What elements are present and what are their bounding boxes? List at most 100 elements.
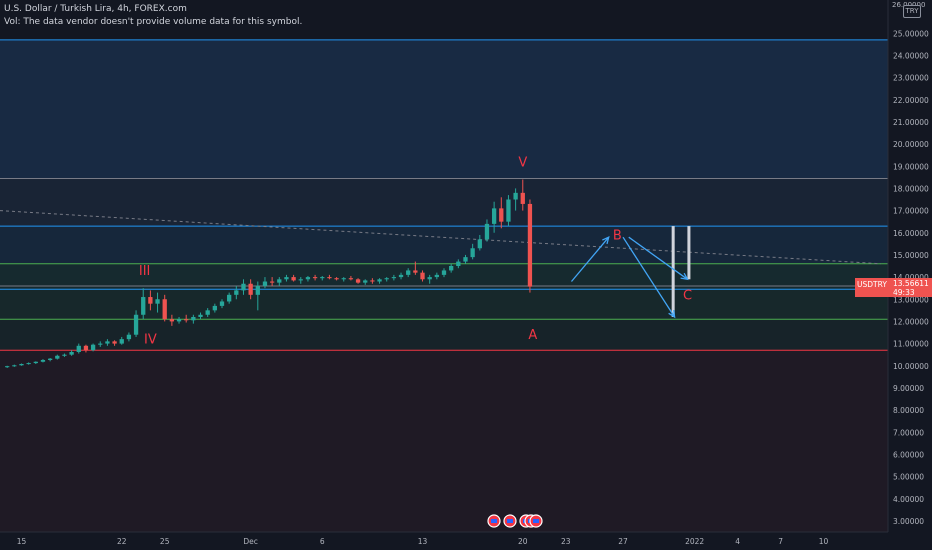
wave-label-3: A [528,328,537,343]
vertical-marker-0 [671,226,675,317]
y-tick-label: 7.00000 [893,428,924,437]
zones-layer [0,39,888,532]
price-tag-price: 13.56611 [893,279,929,288]
candle-body-5 [40,359,46,362]
candle-body-9 [69,352,74,355]
candle-body-0 [5,366,10,368]
y-axis-panel[interactable] [888,0,932,550]
candle-body-16 [119,339,124,344]
y-tick-label: 12.00000 [893,317,929,326]
zone-5 [0,319,888,351]
y-tick-label: 8.00000 [893,406,924,415]
wave-label-4: B [613,228,622,243]
x-tick-label: Dec [243,537,258,546]
candle-body-57 [413,270,418,273]
x-tick-label: 7 [778,537,783,546]
x-tick-label: 15 [17,537,27,546]
arrow-line-0 [570,236,610,282]
y-tick-label: 6.00000 [893,450,924,459]
vertical-markers-layer [671,226,691,317]
candle-body-30 [219,301,225,306]
candle-body-19 [141,297,146,315]
candle-body-35 [255,285,260,295]
candle-body-7 [55,355,60,359]
candle-body-2 [19,363,24,366]
y-tick-label: 16.00000 [893,229,929,238]
candle-body-41 [298,279,303,281]
candle-body-6 [47,358,53,360]
price-tag: USDTRY 13.56611 49:33 [855,278,932,297]
candle-body-65 [470,248,475,258]
candle-body-20 [148,297,153,304]
candle-body-31 [227,294,232,302]
candle-body-49 [355,279,361,283]
wave-labels-layer: III IV V A B C [139,155,692,347]
zone-0 [0,39,888,179]
y-tick-label: 24.00000 [893,51,929,60]
candle-body-70 [506,199,511,222]
x-tick-label: 10 [819,537,829,546]
candle-body-43 [312,277,318,279]
arrow-head-2 [680,272,689,281]
zone-1 [0,178,888,227]
x-axis-panel[interactable] [0,532,932,550]
y-tick-label: 13.00000 [893,295,929,304]
candle-body-37 [269,281,275,283]
candle-body-61 [441,270,447,275]
currency-badge[interactable]: TRY [903,5,921,18]
candle-body-33 [241,283,246,291]
candle-body-27 [198,314,203,317]
candle-body-11 [83,345,89,351]
x-tick-label: 13 [418,537,428,546]
candle-body-25 [184,319,189,321]
candle-body-38 [277,279,282,283]
candle-body-46 [334,278,339,280]
candle-body-32 [234,290,239,295]
candle-body-36 [262,281,268,286]
bottom-icons-layer [487,514,543,528]
arrow-line-2 [628,236,688,280]
candle-body-13 [98,343,103,345]
wave-label-5: C [683,288,692,303]
candle-body-72 [520,192,525,204]
candle-body-68 [491,208,497,224]
y-axis-ticks: 3.00000 4.00000 5.00000 6.00000 7.00000 8.000… [893,29,929,526]
y-tick-label: 22.00000 [893,96,929,105]
candle-body-66 [477,239,482,249]
y-tick-label: 3.00000 [893,517,924,526]
flag-icon-inner-1 [507,519,513,523]
candle-body-54 [391,277,397,279]
candle-body-63 [456,261,461,266]
price-tag-countdown: 49:33 [893,288,915,297]
price-tag-symbol-box [855,278,888,297]
candle-body-45 [327,277,332,279]
y-tick-label: 21.00000 [893,118,929,127]
y-tick-label: 14.00000 [893,273,929,282]
candle-body-67 [484,223,490,240]
x-tick-label: 25 [160,537,170,546]
candle-body-14 [105,341,110,344]
wave-label-0: III [139,264,151,279]
arrows-layer [570,236,689,319]
candle-body-29 [212,305,217,311]
y-tick-label: 18.00000 [893,184,929,193]
x-tick-label: 20 [518,537,528,546]
candle-body-44 [320,277,325,279]
x-tick-label: 27 [618,537,628,546]
y-tick-label: 19.00000 [893,162,929,171]
flag-icon-inner-0 [491,519,497,523]
flag-icon-inner-4 [533,519,539,523]
candle-body-42 [305,277,311,280]
candle-body-21 [155,299,160,304]
arrow-head-1 [668,309,676,319]
y-tick-label: 9.00000 [893,384,924,393]
candle-body-34 [248,283,253,295]
candle-body-8 [62,354,67,356]
zone-6 [0,350,888,532]
candle-body-69 [499,208,504,222]
horizontal-lines-layer [0,39,888,351]
candle-body-10 [76,345,81,353]
candle-body-64 [463,257,468,262]
y-tick-label: 5.00000 [893,473,924,482]
